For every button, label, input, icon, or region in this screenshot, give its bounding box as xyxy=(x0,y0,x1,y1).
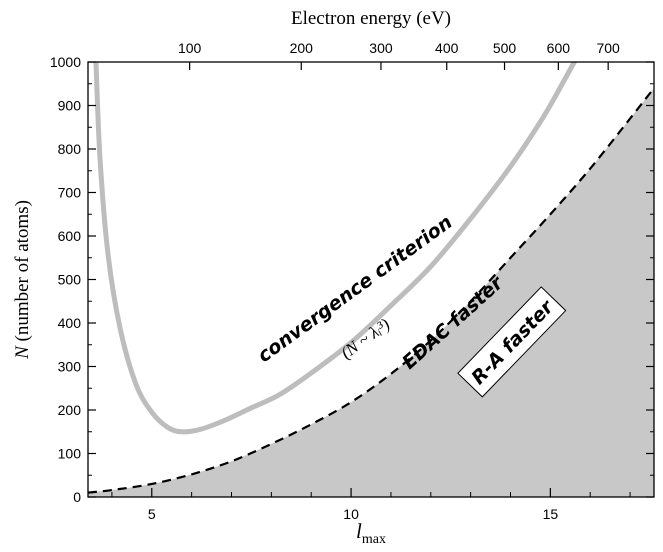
annotation-convergence-formula: (N ~ λᵢ³) xyxy=(337,314,393,362)
top-tick-label: 500 xyxy=(493,40,517,56)
top-axis-title: Electron energy (eV) xyxy=(291,8,451,29)
annotation-box xyxy=(457,286,567,398)
y-tick-label: 300 xyxy=(58,359,82,375)
y-tick-label: 400 xyxy=(58,315,82,331)
top-tick-label: 100 xyxy=(178,40,202,56)
y-tick-label: 100 xyxy=(58,446,82,462)
y-tick-label: 600 xyxy=(58,228,82,244)
y-tick-label: 0 xyxy=(73,489,81,505)
y-tick-label: 900 xyxy=(58,98,82,114)
crossover-dashed-curve xyxy=(88,87,654,494)
top-tick-label: 200 xyxy=(290,40,314,56)
x-tick-label: 15 xyxy=(543,506,559,522)
y-axis-title: N (number of atoms) xyxy=(12,200,33,360)
top-tick-label: 300 xyxy=(369,40,393,56)
shaded-region-ra-faster xyxy=(88,88,654,497)
convergence-curve xyxy=(93,62,577,435)
x-axis-title: lmax xyxy=(356,519,386,547)
x-tick-label: 10 xyxy=(343,506,359,522)
top-tick-label: 700 xyxy=(596,40,620,56)
top-tick-label: 600 xyxy=(547,40,571,56)
y-tick-label: 200 xyxy=(58,402,82,418)
y-tick-label: 800 xyxy=(58,141,82,157)
top-tick-label: 400 xyxy=(435,40,459,56)
annotation-convergence-formula-group: (N ~ λᵢ³) xyxy=(337,314,393,362)
y-tick-label: 700 xyxy=(58,185,82,201)
y-tick-label: 500 xyxy=(58,272,82,288)
x-tick-label: 5 xyxy=(148,506,156,522)
y-tick-label: 1000 xyxy=(50,54,81,70)
